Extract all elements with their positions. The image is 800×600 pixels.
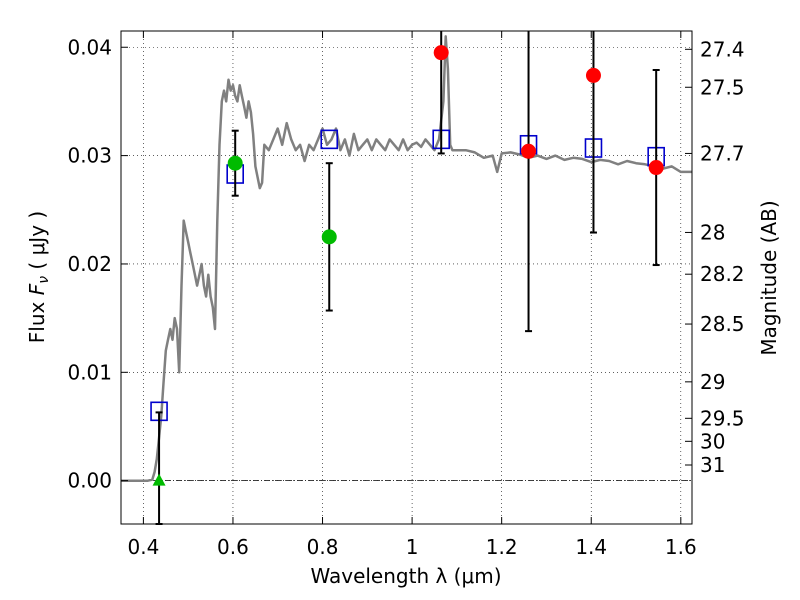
x-axis-label: Wavelength λ (μm) bbox=[310, 564, 501, 588]
observed-photometry bbox=[152, 31, 664, 525]
magnitude-tick-label: 27.4 bbox=[700, 37, 745, 61]
observed-point bbox=[585, 67, 601, 83]
x-tick-label: 0.8 bbox=[307, 535, 339, 559]
y-tick-label: 0.02 bbox=[67, 252, 112, 276]
observed-point bbox=[648, 160, 664, 176]
observed-point bbox=[521, 143, 537, 159]
magnitude-tick-label: 29.5 bbox=[700, 406, 745, 430]
x-tick-label: 0.4 bbox=[127, 535, 159, 559]
y-tick-label: 0.03 bbox=[67, 144, 112, 168]
y-axis-label-right: Magnitude (AB) bbox=[757, 200, 781, 355]
x-ticks: 0.4 0.6 0.8 1 1.2 1.4 1.6 bbox=[127, 31, 697, 559]
magnitude-tick-label: 31 bbox=[700, 453, 725, 477]
magnitude-tick-label: 27.7 bbox=[700, 141, 745, 165]
magnitude-tick-label: 28.2 bbox=[700, 262, 745, 286]
x-tick-label: 1 bbox=[406, 535, 419, 559]
x-tick-label: 0.6 bbox=[217, 535, 249, 559]
observed-point bbox=[433, 45, 449, 61]
y-tick-label: 0.01 bbox=[67, 360, 112, 384]
y-ticks: 0.00 0.01 0.02 0.03 0.04 bbox=[67, 35, 128, 493]
observed-point bbox=[227, 155, 243, 171]
magnitude-tick-label: 30 bbox=[700, 429, 725, 453]
model-photometry bbox=[150, 129, 665, 422]
x-tick-label: 1.6 bbox=[665, 535, 697, 559]
y-axis-label-left: Flux Fν ( μJy ) bbox=[25, 211, 52, 343]
magnitude-tick-label: 28 bbox=[700, 220, 725, 244]
x-tick-label: 1.4 bbox=[575, 535, 607, 559]
observed-point bbox=[321, 229, 337, 245]
y-tick-label: 0.04 bbox=[67, 35, 112, 59]
model-square-point bbox=[320, 129, 339, 150]
template-spectrum bbox=[121, 35, 692, 482]
spectrum-line bbox=[121, 35, 692, 482]
upper-limit-triangle bbox=[152, 473, 166, 486]
magnitude-tick-label: 29 bbox=[700, 370, 725, 394]
magnitude-tick-label: 27.5 bbox=[700, 75, 745, 99]
grid-lines bbox=[121, 31, 692, 524]
plot-frame bbox=[120, 30, 693, 525]
y-tick-label: 0.00 bbox=[67, 469, 112, 493]
x-tick-label: 1.2 bbox=[486, 535, 518, 559]
magnitude-tick-label: 28.5 bbox=[700, 312, 745, 336]
